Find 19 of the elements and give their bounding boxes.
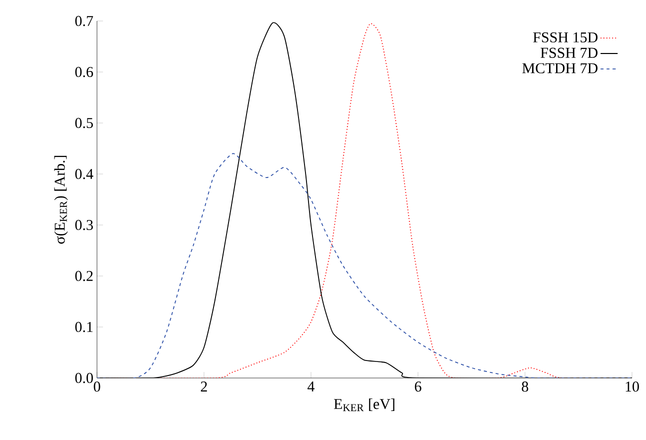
x-axis-title: E$_{KER}$ [eV] xyxy=(334,398,394,412)
x-tick-label: 0 xyxy=(94,382,100,392)
y-axis-title: σ(E$_{KER}$) [Arb.] xyxy=(54,156,68,244)
y-tick-label: 0.0 xyxy=(75,372,93,384)
legend-label: MCTDH 7D xyxy=(522,63,598,74)
x-tick-label: 10 xyxy=(626,382,639,392)
y-tick-label: 0.4 xyxy=(75,168,94,180)
x-tick-label: 6 xyxy=(414,382,422,392)
x-tick-label: 4 xyxy=(308,382,315,392)
y-tick-label: 0.3 xyxy=(75,220,93,230)
x-tick-label: 2 xyxy=(200,382,207,392)
x-tick-label: 8 xyxy=(522,382,528,392)
y-tick-label: 0.6 xyxy=(75,66,94,78)
legend-label: FSSH 15D xyxy=(533,32,598,42)
y-tick-label: 0.5 xyxy=(75,118,93,128)
y-tick-label: 0.7 xyxy=(75,16,94,26)
legend-label: FSSH 7D xyxy=(540,48,598,58)
y-tick-label: 0.2 xyxy=(75,270,93,282)
y-tick-label: 0.1 xyxy=(75,322,93,332)
